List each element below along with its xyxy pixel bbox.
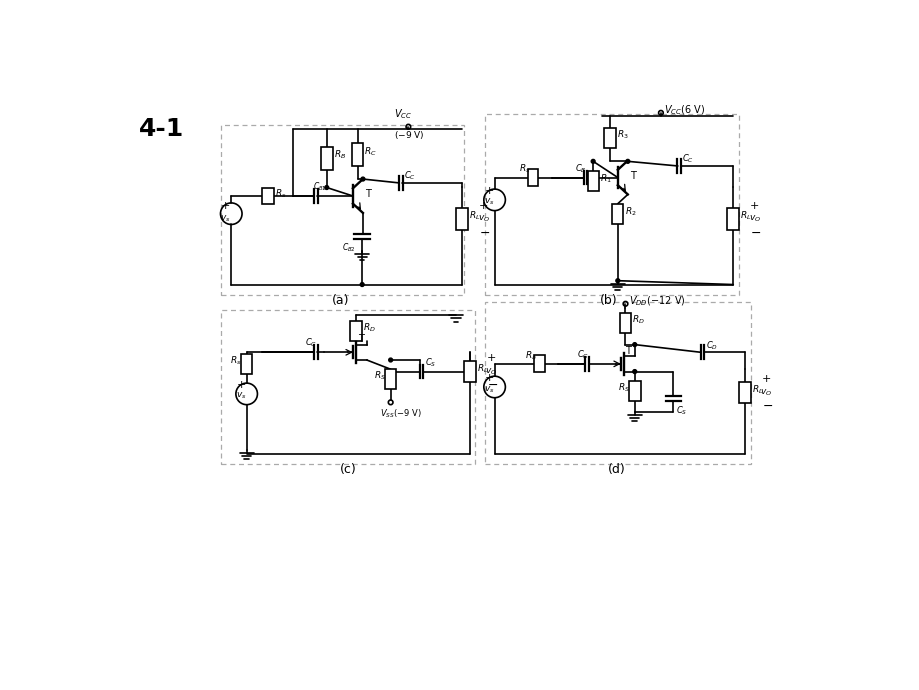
Text: T: T (630, 171, 635, 181)
Bar (241, 354, 252, 374)
Circle shape (360, 283, 364, 286)
Text: $C_C$: $C_C$ (682, 152, 694, 166)
Bar (384, 369, 396, 389)
Text: $C_G$: $C_G$ (305, 337, 317, 349)
Text: +: + (484, 186, 494, 197)
Text: $v_O$: $v_O$ (477, 214, 489, 224)
Text: $v_s$: $v_s$ (483, 197, 494, 208)
Text: $C_C$: $C_C$ (403, 170, 415, 182)
Text: $R_1$: $R_1$ (599, 172, 611, 184)
Text: $R_L$: $R_L$ (476, 362, 488, 375)
Bar (629, 381, 640, 401)
Text: $V_{DD}(-12\ \mathrm{V})$: $V_{DD}(-12\ \mathrm{V})$ (628, 295, 685, 308)
Text: $v_O$: $v_O$ (759, 387, 772, 397)
Circle shape (389, 358, 392, 362)
Bar (612, 204, 622, 224)
Text: $v_O$: $v_O$ (748, 214, 760, 224)
Text: $R_C$: $R_C$ (364, 145, 377, 157)
Text: $R_s$: $R_s$ (230, 355, 241, 367)
Text: +: + (486, 353, 495, 364)
Text: $C_S$: $C_S$ (675, 404, 686, 417)
Text: $C_D$: $C_D$ (705, 339, 717, 352)
Bar (726, 208, 739, 230)
Text: T: T (357, 334, 363, 344)
Text: $R_L$: $R_L$ (751, 383, 763, 395)
Text: (d): (d) (607, 463, 624, 476)
Text: $(-9\ \mathrm{V})$: $(-9\ \mathrm{V})$ (394, 129, 425, 141)
Text: T: T (625, 346, 630, 356)
Text: $-$: $-$ (749, 226, 761, 239)
Text: $v_s$: $v_s$ (483, 384, 494, 395)
Text: $V_{CC}(6\ \mathrm{V})$: $V_{CC}(6\ \mathrm{V})$ (664, 104, 705, 117)
Text: $C_{B2}$: $C_{B2}$ (342, 241, 356, 254)
Text: +: + (221, 201, 231, 211)
Text: (c): (c) (339, 463, 357, 476)
Text: $C_G$: $C_G$ (576, 348, 588, 361)
Text: $R_S$: $R_S$ (373, 370, 385, 382)
Text: +: + (761, 374, 770, 384)
Circle shape (632, 370, 636, 373)
Text: +: + (236, 380, 245, 391)
Text: T: T (365, 190, 370, 199)
Bar (533, 355, 544, 373)
Text: +: + (479, 201, 488, 211)
Bar (262, 188, 274, 204)
Circle shape (615, 279, 619, 283)
Text: $R_S$: $R_S$ (618, 382, 630, 394)
Text: $v_O$: $v_O$ (485, 366, 497, 377)
Bar (463, 361, 476, 382)
Text: $C_S$: $C_S$ (424, 357, 436, 369)
Text: $C_{B1}$: $C_{B1}$ (312, 181, 326, 193)
Text: (a): (a) (332, 294, 349, 307)
Bar (351, 143, 363, 166)
Text: $R_B$: $R_B$ (334, 149, 346, 161)
Circle shape (591, 159, 595, 164)
Text: $-$: $-$ (479, 226, 490, 239)
Text: $-$: $-$ (761, 399, 772, 412)
Text: +: + (484, 373, 494, 384)
Bar (528, 169, 538, 186)
Text: (b): (b) (599, 294, 617, 307)
Text: $V_{SS}(-9\ \mathrm{V})$: $V_{SS}(-9\ \mathrm{V})$ (380, 408, 422, 420)
Text: $R_2$: $R_2$ (624, 205, 636, 217)
Text: $R_L$: $R_L$ (469, 210, 480, 222)
Text: $-$: $-$ (486, 378, 497, 391)
Text: $R_3$: $R_3$ (617, 129, 628, 141)
Text: +: + (749, 201, 759, 211)
Circle shape (632, 343, 636, 346)
Bar (456, 208, 468, 230)
Text: $R_a$: $R_a$ (525, 349, 537, 362)
Circle shape (360, 177, 365, 181)
Text: $C_B$: $C_B$ (574, 162, 586, 175)
Bar (604, 128, 615, 148)
Text: $R_L$: $R_L$ (740, 210, 751, 222)
Bar (587, 170, 598, 190)
Circle shape (625, 159, 629, 164)
Text: $v_s$: $v_s$ (235, 391, 246, 402)
Text: $R_D$: $R_D$ (631, 314, 644, 326)
Text: $R_D$: $R_D$ (362, 322, 375, 334)
Bar (738, 382, 750, 403)
Text: $R_s$: $R_s$ (275, 188, 287, 200)
Text: $V_{CC}$: $V_{CC}$ (394, 108, 413, 121)
Circle shape (324, 186, 328, 190)
Text: $R_s$: $R_s$ (518, 162, 530, 175)
Text: 4-1: 4-1 (139, 117, 184, 141)
Bar (321, 147, 332, 170)
Bar (350, 321, 361, 341)
Bar (619, 313, 630, 333)
Text: $v_s$: $v_s$ (221, 213, 231, 224)
